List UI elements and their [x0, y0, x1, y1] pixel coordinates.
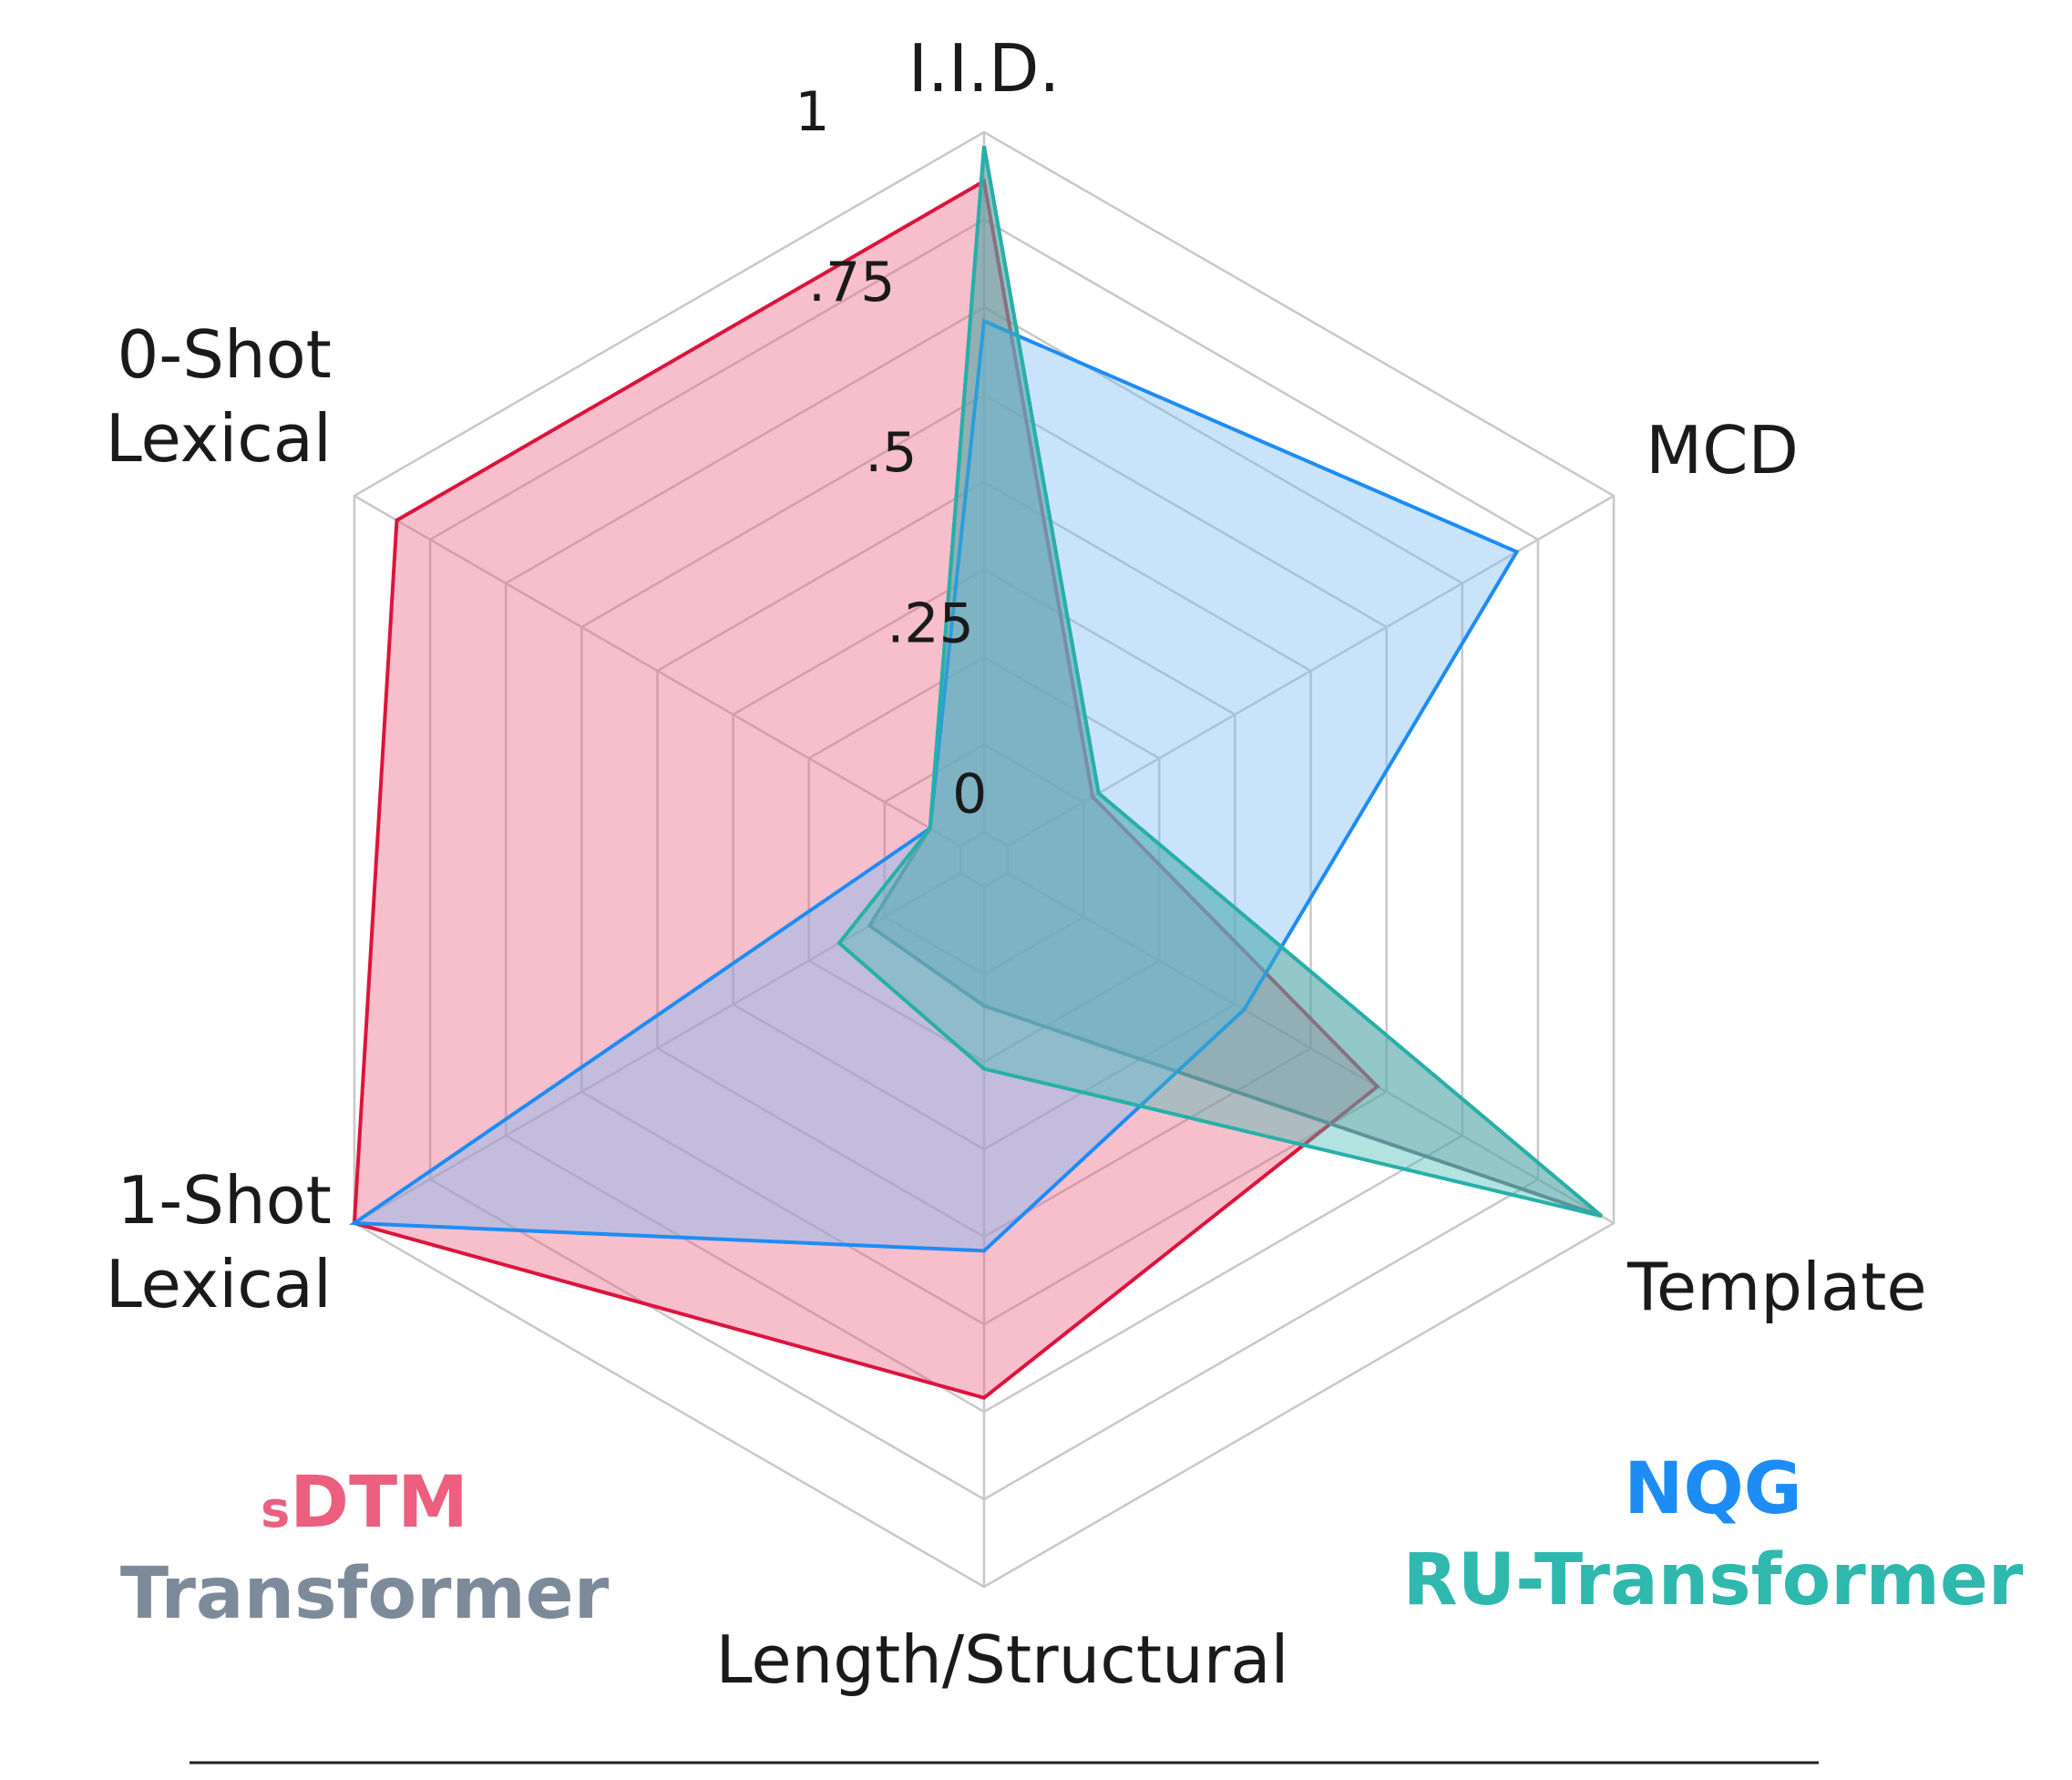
axis-label-mcd: MCD: [1646, 412, 1799, 489]
legend-main: DTM: [290, 1462, 468, 1544]
axis-label-line: Lexical: [106, 400, 332, 477]
legend-nqg: NQG: [1624, 1448, 1802, 1530]
grid-spoke-mcd: [1007, 494, 1615, 848]
r-tick-label: 1: [795, 80, 829, 144]
axis-label-line: 0-Shot: [118, 316, 332, 393]
r-tick-label: .5: [865, 421, 917, 485]
series-layer: [348, 146, 1604, 1400]
axis-label-0-shot-lexical: 0-Shot Lexical: [106, 316, 332, 477]
axis-label-line: Lexical: [106, 1246, 332, 1322]
tick-labels: 0 .25 .5 .75 1: [795, 80, 987, 826]
grid-spoke-1-shot-lexical: [354, 871, 961, 1225]
legend-ru-transformer: RU-Transformer: [1403, 1539, 2024, 1621]
series-ru-transformer: [836, 146, 1604, 1219]
legend-sdtm: sDTM: [261, 1462, 468, 1544]
r-tick-label: 0: [952, 762, 987, 826]
legend-transformer: Transformer: [120, 1553, 610, 1635]
r-tick-label: .75: [808, 251, 895, 314]
axis-labels: I.I.D. MCD Template Length/Structural 1-Shot…: [106, 30, 1927, 1698]
legend-prefix: s: [261, 1481, 290, 1538]
axis-label-length-structural: Length/Structural: [716, 1621, 1289, 1698]
axis-label-line: 1-Shot: [118, 1162, 332, 1239]
axis-label-line: I.I.D.: [908, 30, 1061, 107]
grid-spoke-template: [1007, 871, 1615, 1225]
axis-label-i-i-d: I.I.D.: [908, 30, 1061, 107]
axis-label-1-shot-lexical: 1-Shot Lexical: [106, 1162, 332, 1322]
grid-layer: [353, 130, 1616, 1589]
grid-spoke-0-shot-lexical: [354, 494, 961, 848]
axis-label-line: MCD: [1646, 412, 1799, 489]
axis-label-template: Template: [1626, 1249, 1927, 1325]
series-sdtm: [352, 178, 1380, 1400]
r-tick-label: .25: [887, 592, 973, 655]
legend: sDTM Transformer NQG RU-Transformer: [120, 1448, 2024, 1635]
axis-label-line: Length/Structural: [716, 1621, 1289, 1698]
axis-label-line: Template: [1626, 1249, 1927, 1325]
